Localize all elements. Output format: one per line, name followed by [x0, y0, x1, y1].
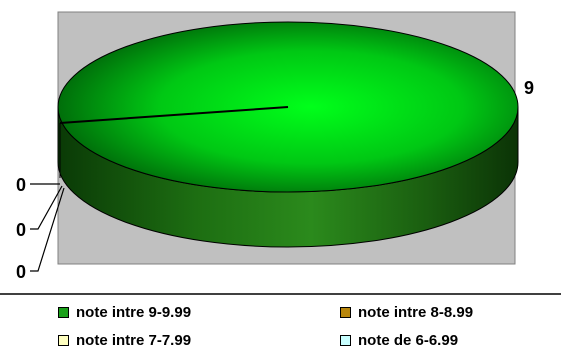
data-label-3: 0 [16, 262, 26, 282]
legend-item-0: note intre 9-9.99 [58, 304, 191, 321]
legend-label-3: note de 6-6.99 [358, 332, 459, 349]
legend-label-1: note intre 8-8.99 [358, 304, 474, 321]
legend-label-2: note intre 7-7.99 [76, 332, 192, 349]
data-labels: 9 0 0 0 [16, 78, 534, 282]
legend: note intre 9-9.99 note intre 8-8.99 note i… [0, 298, 561, 358]
legend-swatch-0 [58, 307, 69, 318]
leader-line-3 [30, 187, 65, 272]
legend-swatch-2 [58, 335, 69, 346]
chart-svg: 9 0 0 0 [0, 11, 561, 295]
legend-item-3: note de 6-6.99 [340, 332, 458, 349]
data-label-0: 9 [524, 78, 534, 98]
leader-line-2 [30, 185, 63, 230]
legend-item-1: note intre 8-8.99 [340, 304, 473, 321]
pie-group [57, 21, 519, 248]
data-label-2: 0 [16, 220, 26, 240]
slice-separator-line [59, 106, 289, 124]
legend-item-2: note intre 7-7.99 [58, 332, 191, 349]
data-label-1: 0 [16, 175, 26, 195]
legend-label-0: note intre 9-9.99 [76, 304, 192, 321]
legend-swatch-1 [340, 307, 351, 318]
legend-swatch-3 [340, 335, 351, 346]
